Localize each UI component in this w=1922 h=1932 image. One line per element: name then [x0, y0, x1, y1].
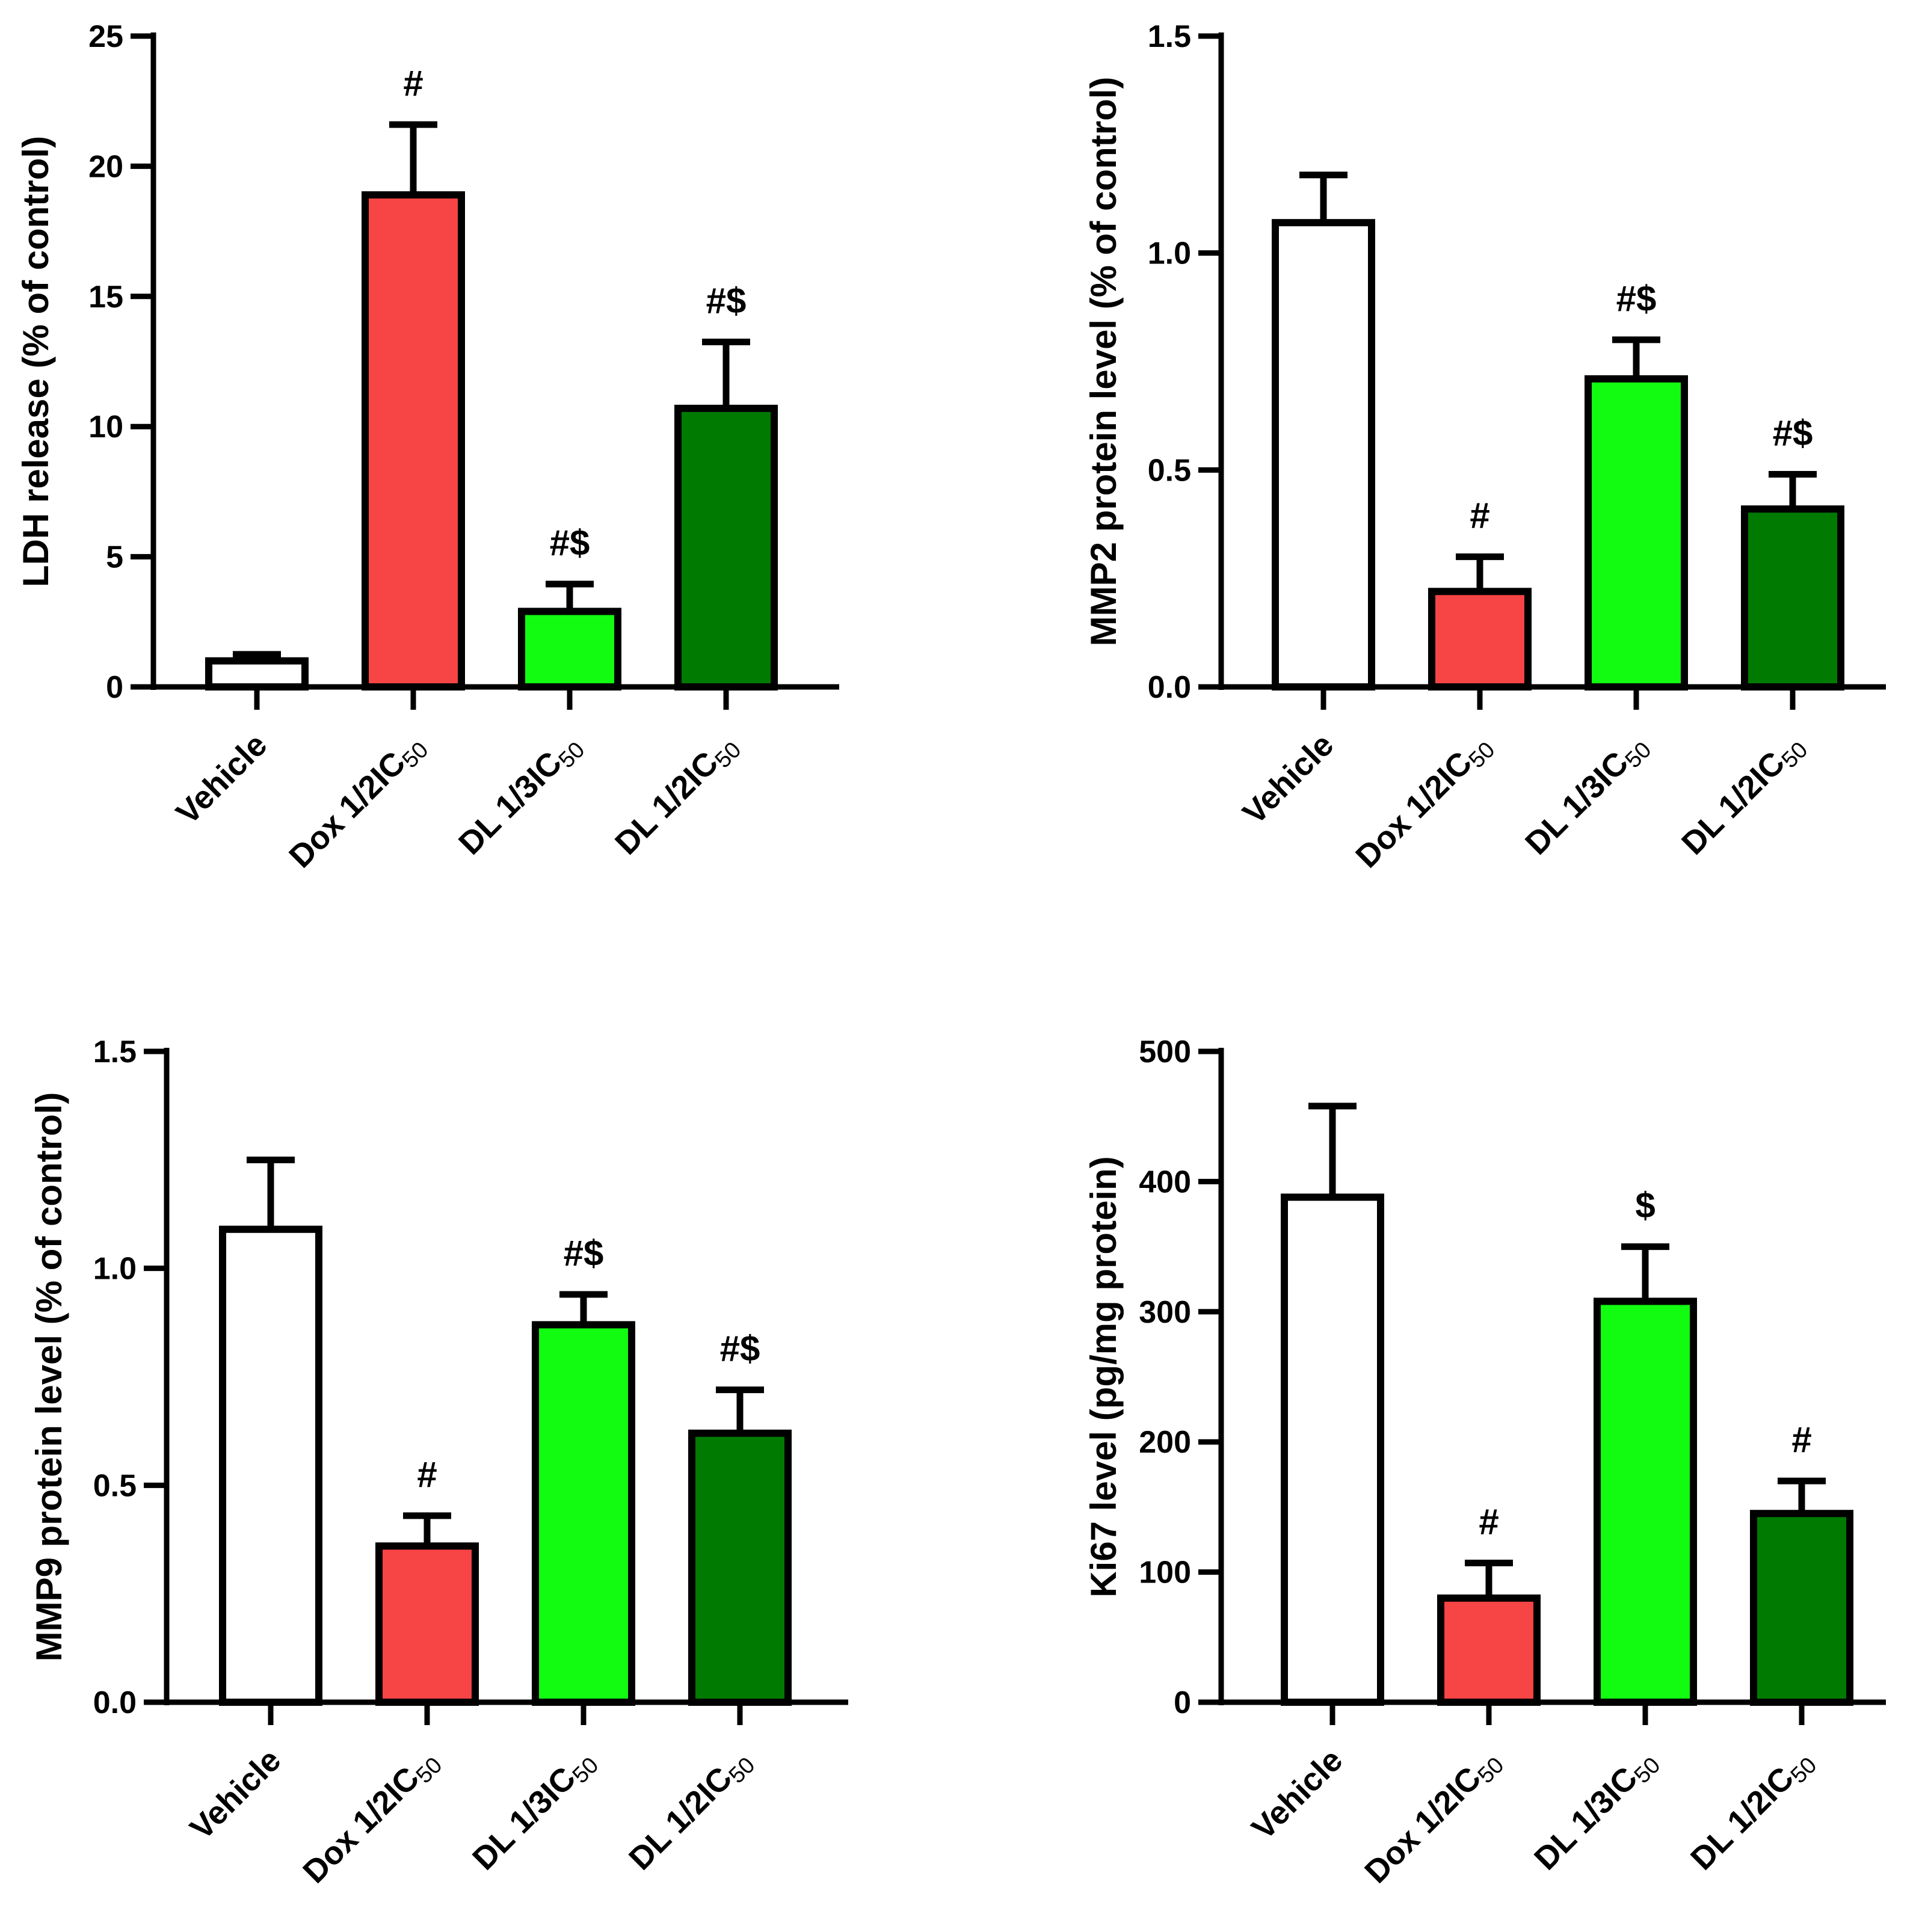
y-axis-title: Ki67 level (pg/mg protein) [1083, 1156, 1124, 1597]
y-tick-label-0: 0.0 [1148, 670, 1191, 705]
y-tick-label-1: 5 [106, 540, 123, 575]
y-tick-label-5: 25 [88, 19, 123, 54]
y-tick-label-0: 0 [1174, 1685, 1191, 1720]
y-tick-label-3: 1.5 [93, 1035, 137, 1069]
bar-2 [532, 1321, 635, 1706]
significance-label-1: # [403, 63, 423, 103]
y-tick-label-4: 20 [88, 149, 123, 184]
y-axis-title: LDH release (% of control) [16, 136, 56, 587]
bar-1 [375, 1542, 479, 1706]
significance-label-2: #$ [1616, 278, 1657, 319]
y-tick-label-2: 200 [1139, 1425, 1191, 1460]
bar-1 [362, 191, 465, 691]
bar-3 [674, 404, 778, 691]
y-tick-label-1: 100 [1139, 1555, 1191, 1590]
y-tick-label-2: 1.0 [1148, 236, 1191, 271]
significance-label-3: #$ [720, 1329, 760, 1369]
bar-2 [1594, 1297, 1697, 1706]
significance-label-2: #$ [550, 523, 590, 563]
y-tick-label-3: 15 [88, 280, 123, 315]
significance-label-2: $ [1635, 1186, 1655, 1226]
y-tick-label-5: 500 [1139, 1035, 1191, 1069]
y-tick-label-4: 400 [1139, 1164, 1191, 1199]
bar-3 [688, 1429, 792, 1706]
bar-0 [219, 1225, 322, 1706]
y-tick-label-2: 10 [88, 410, 123, 445]
y-tick-label-0: 0.0 [93, 1685, 137, 1720]
y-tick-label-3: 1.5 [1148, 19, 1191, 54]
significance-label-3: # [1791, 1420, 1811, 1460]
bar-0 [1272, 219, 1375, 691]
bar-1 [1437, 1594, 1541, 1706]
bar-2 [518, 608, 621, 691]
bar-1 [1428, 588, 1532, 691]
bar-3 [1750, 1510, 1853, 1706]
y-tick-label-2: 1.0 [93, 1252, 137, 1287]
significance-label-2: #$ [564, 1233, 604, 1273]
bar-0 [1281, 1193, 1384, 1706]
significance-label-3: #$ [706, 281, 747, 321]
y-tick-label-1: 0.5 [1148, 453, 1191, 488]
y-tick-label-0: 0 [106, 670, 123, 705]
y-tick-label-3: 300 [1139, 1295, 1191, 1330]
significance-label-1: # [1470, 496, 1489, 536]
bar-0 [205, 657, 309, 691]
significance-label-3: #$ [1773, 413, 1813, 454]
significance-label-1: # [417, 1454, 437, 1495]
y-tick-label-1: 0.5 [93, 1468, 137, 1503]
y-axis-title: MMP2 protein level (% of control) [1083, 77, 1124, 647]
bar-3 [1741, 505, 1844, 691]
significance-label-1: # [1479, 1501, 1498, 1542]
bar-2 [1585, 375, 1688, 691]
y-axis-title: MMP9 protein level (% of control) [29, 1092, 69, 1662]
